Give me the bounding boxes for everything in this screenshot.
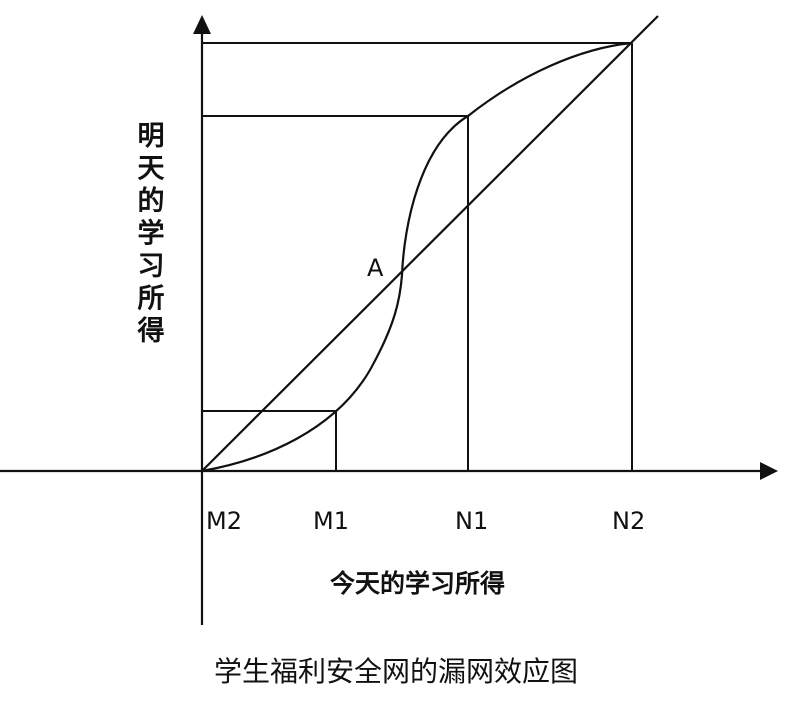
x-axis-title: 今天的学习所得 bbox=[330, 569, 505, 598]
y-axis-title-char: 习 bbox=[138, 251, 165, 282]
y-axis-title-char: 学 bbox=[138, 218, 165, 250]
y-axis-title-char: 的 bbox=[138, 185, 165, 217]
x-axis-arrow bbox=[760, 462, 778, 480]
figure-caption: 学生福利安全网的漏网效应图 bbox=[214, 655, 578, 688]
tick-label-n1: N1 bbox=[455, 507, 488, 535]
y-axis-title-char: 所 bbox=[138, 284, 165, 315]
y-axis-title-char: 得 bbox=[137, 316, 165, 347]
y-axis-arrow bbox=[193, 15, 211, 34]
tick-label-m1: M1 bbox=[313, 507, 349, 535]
tick-label-n2: N2 bbox=[612, 507, 645, 535]
diagonal-line bbox=[201, 15, 659, 472]
y-axis-title-char: 天 bbox=[138, 154, 165, 185]
s-curve bbox=[201, 41, 633, 473]
y-axis-title-char: 明 bbox=[138, 121, 165, 152]
tick-label-m2: M2 bbox=[206, 507, 242, 535]
point-a-label: A bbox=[367, 254, 384, 282]
